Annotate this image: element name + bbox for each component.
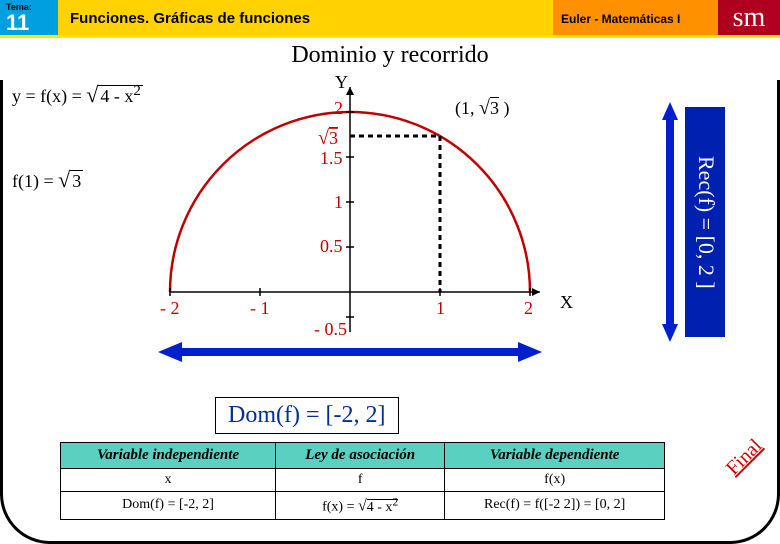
td-rec: Rec(f) = f([-2 2]) = [0, 2] [445, 492, 665, 520]
final-link[interactable]: Final [722, 435, 767, 480]
page-title: Funciones. Gráficas de funciones [58, 0, 553, 35]
header-bar: Tema: 11 Funciones. Gráficas de funcione… [0, 0, 780, 38]
tema-number: 11 [6, 12, 52, 34]
x-axis-label: X [560, 292, 573, 313]
corner-br [730, 494, 780, 544]
sm-logo: sm [718, 0, 780, 35]
function-chart: - 2 - 1 1 2 - 0.5 0.5 1 1.5 √3 2 [140, 72, 560, 362]
domain-box: Dom(f) = [-2, 2] [215, 397, 399, 434]
td-fx: f(x) [445, 469, 665, 492]
subject-label: Euler - Matemáticas I [553, 0, 718, 35]
eq2-lhs: f(1) = [12, 171, 58, 191]
svg-text:1: 1 [436, 298, 445, 318]
content-area: Dominio y recorrido y = f(x) = √4 - x2 f… [0, 42, 780, 544]
subtitle: Dominio y recorrido [0, 42, 780, 69]
td-rule: f(x) = √4 - x2 [276, 492, 445, 520]
equation-fx: y = f(x) = √4 - x2 [12, 82, 143, 108]
equation-f1: f(1) = √3 [12, 167, 83, 193]
th-var-indep: Variable independiente [61, 443, 276, 469]
eq2-rad: 3 [70, 170, 83, 191]
th-ley: Ley de asociación [276, 443, 445, 469]
svg-text:√3: √3 [318, 127, 338, 149]
td-dom: Dom(f) = [-2, 2] [61, 492, 276, 520]
summary-table: Variable independiente Ley de asociación… [60, 442, 665, 520]
range-box: Rec(f) = [0, 2 ] [685, 107, 725, 337]
svg-text:- 0.5: - 0.5 [314, 319, 347, 339]
frame-left [0, 80, 3, 496]
svg-text:- 1: - 1 [250, 298, 270, 318]
td-f: f [276, 469, 445, 492]
svg-text:1.5: 1.5 [320, 148, 343, 168]
eq1-lhs: y = f(x) = [12, 86, 86, 106]
svg-text:2: 2 [524, 298, 533, 318]
corner-bl [0, 494, 50, 544]
td-x: x [61, 469, 276, 492]
svg-text:- 2: - 2 [160, 298, 180, 318]
svg-text:0.5: 0.5 [320, 236, 343, 256]
svg-text:2: 2 [334, 98, 343, 118]
tema-box: Tema: 11 [0, 0, 58, 35]
range-arrow [660, 102, 680, 342]
th-var-dep: Variable dependiente [445, 443, 665, 469]
svg-text:1: 1 [334, 192, 343, 212]
